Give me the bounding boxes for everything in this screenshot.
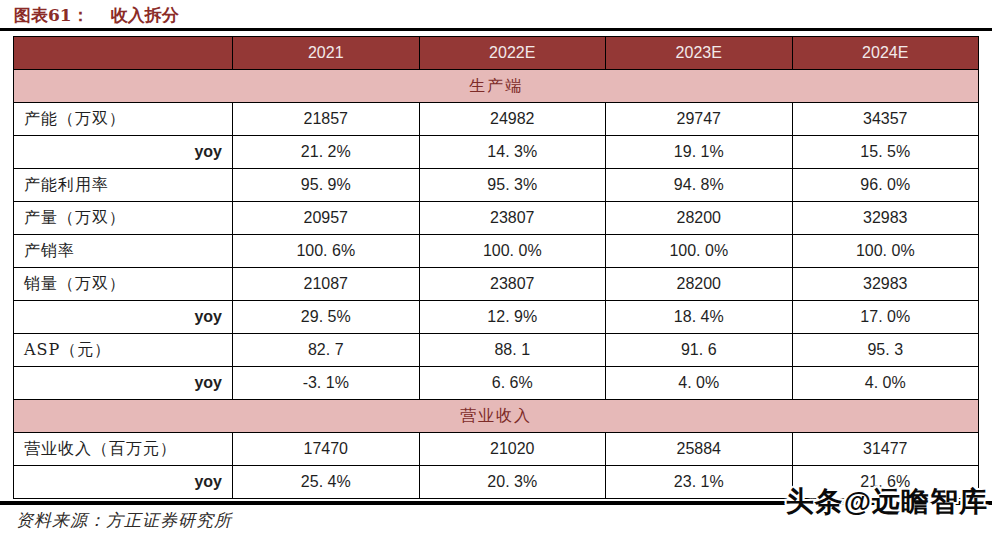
row-label: ASP（元） (14, 334, 233, 367)
table-cell: 91. 6 (606, 334, 793, 367)
source-attribution: 资料来源：方正证券研究所 (16, 509, 232, 532)
table-header-row: 2021 2022E 2023E 2024E (14, 37, 979, 70)
table-cell: 21. 2% (233, 136, 420, 169)
column-header-2023e: 2023E (606, 37, 793, 70)
table-cell: 95. 9% (233, 169, 420, 202)
table-cell: 19. 1% (606, 136, 793, 169)
table-cell: 25. 4% (233, 466, 420, 499)
table-cell: 95. 3% (419, 169, 606, 202)
figure-title: 图表61： 收入拆分 (14, 4, 179, 27)
table-row-capacity: 产能（万双） 21857 24982 29747 34357 (14, 103, 979, 136)
table-cell: 34357 (792, 103, 979, 136)
table-cell: 32983 (792, 268, 979, 301)
table-cell: 12. 9% (419, 301, 606, 334)
table-cell: 14. 3% (419, 136, 606, 169)
table-cell: 23807 (419, 268, 606, 301)
table-cell: 23. 1% (606, 466, 793, 499)
table-cell: 28200 (606, 268, 793, 301)
column-header-empty (14, 37, 233, 70)
figure-title-text: 收入拆分 (111, 5, 179, 25)
table-cell: 82. 7 (233, 334, 420, 367)
table-cell: 6. 6% (419, 367, 606, 400)
table-row-utilization: 产能利用率 95. 9% 95. 3% 94. 8% 96. 0% (14, 169, 979, 202)
table-cell: 21857 (233, 103, 420, 136)
table-cell: -3. 1% (233, 367, 420, 400)
section-row-production: 生产端 (14, 70, 979, 103)
row-label: 产销率 (14, 235, 233, 268)
revenue-breakdown-table: 2021 2022E 2023E 2024E 生产端 产能（万双） 21857 … (13, 36, 979, 499)
source-label: 资料来源： (16, 510, 106, 530)
row-label: yoy (14, 136, 233, 169)
table-cell: 29747 (606, 103, 793, 136)
section-label: 营业收入 (14, 400, 979, 433)
column-header-2021: 2021 (233, 37, 420, 70)
report-figure-page: 图表61： 收入拆分 2021 2022E 2023E 2024E 生产端 产能（… (0, 0, 992, 536)
column-header-2024e: 2024E (792, 37, 979, 70)
table-row-capacity-yoy: yoy 21. 2% 14. 3% 19. 1% 15. 5% (14, 136, 979, 169)
table-row-output: 产量（万双） 20957 23807 28200 32983 (14, 202, 979, 235)
row-label: 产量（万双） (14, 202, 233, 235)
table-cell: 20. 3% (419, 466, 606, 499)
table-cell: 31477 (792, 433, 979, 466)
top-divider-rule (0, 28, 992, 31)
table-cell: 100. 0% (419, 235, 606, 268)
row-label: yoy (14, 301, 233, 334)
table-cell: 24982 (419, 103, 606, 136)
figure-number: 图表61： (14, 5, 89, 25)
table-cell: 96. 0% (792, 169, 979, 202)
table-cell: 4. 0% (792, 367, 979, 400)
table-cell: 88. 1 (419, 334, 606, 367)
table-cell: 32983 (792, 202, 979, 235)
table-row-asp-yoy: yoy -3. 1% 6. 6% 4. 0% 4. 0% (14, 367, 979, 400)
table-cell: 95. 3 (792, 334, 979, 367)
table-row-asp: ASP（元） 82. 7 88. 1 91. 6 95. 3 (14, 334, 979, 367)
table-row-revenue: 营业收入（百万元） 17470 21020 25884 31477 (14, 433, 979, 466)
table-cell: 21020 (419, 433, 606, 466)
row-label: yoy (14, 466, 233, 499)
table-cell: 100. 0% (792, 235, 979, 268)
table-cell: 100. 0% (606, 235, 793, 268)
table-cell: 20957 (233, 202, 420, 235)
table-cell: 4. 0% (606, 367, 793, 400)
table-row-sales-volume: 销量（万双） 21087 23807 28200 32983 (14, 268, 979, 301)
table-cell: 18. 4% (606, 301, 793, 334)
row-label: yoy (14, 367, 233, 400)
section-row-revenue: 营业收入 (14, 400, 979, 433)
row-label: 销量（万双） (14, 268, 233, 301)
table-cell: 21087 (233, 268, 420, 301)
table-cell: 23807 (419, 202, 606, 235)
table-cell: 94. 8% (606, 169, 793, 202)
table-row-sell-through: 产销率 100. 6% 100. 0% 100. 0% 100. 0% (14, 235, 979, 268)
source-name: 方正证券研究所 (106, 510, 232, 530)
table-cell: 17. 0% (792, 301, 979, 334)
table-cell: 17470 (233, 433, 420, 466)
row-label: 产能（万双） (14, 103, 233, 136)
toutiao-watermark: 头条@远瞻智库 (786, 483, 988, 521)
column-header-2022e: 2022E (419, 37, 606, 70)
table-cell: 29. 5% (233, 301, 420, 334)
table-row-sales-yoy: yoy 29. 5% 12. 9% 18. 4% 17. 0% (14, 301, 979, 334)
section-label: 生产端 (14, 70, 979, 103)
table-cell: 15. 5% (792, 136, 979, 169)
row-label: 营业收入（百万元） (14, 433, 233, 466)
table-cell: 28200 (606, 202, 793, 235)
table-cell: 25884 (606, 433, 793, 466)
row-label: 产能利用率 (14, 169, 233, 202)
table-cell: 100. 6% (233, 235, 420, 268)
